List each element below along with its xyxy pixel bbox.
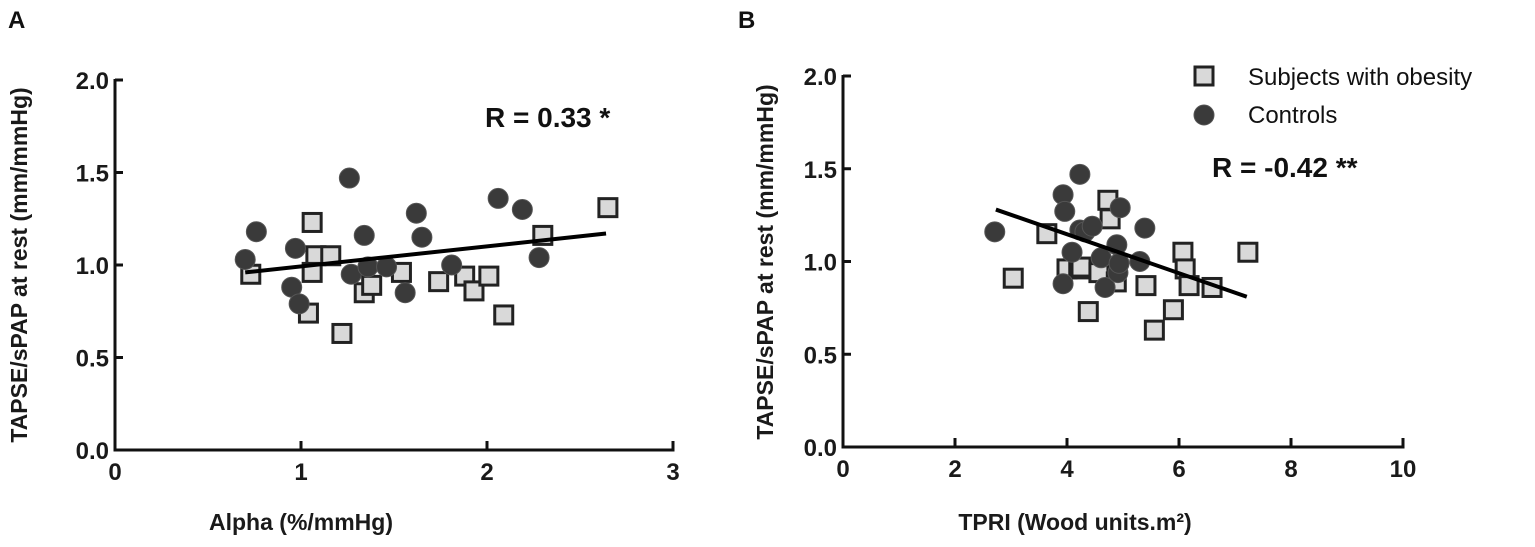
chart-b-svg: B 0.0 0.5 1.0 1.5 2.0 0 2 4 6 8 10 R = -0.42 ** TP…: [738, 7, 1472, 535]
chart-a-x-axis-title: Alpha (%/mmHg): [209, 509, 393, 535]
control-data-point: [284, 237, 306, 259]
control-data-point: [1134, 217, 1156, 239]
y-tick-label: 1.5: [76, 161, 109, 188]
chart-b-axes: [841, 74, 1405, 449]
control-data-point: [338, 167, 360, 189]
control-data-point: [394, 282, 416, 304]
obesity-data-point: [301, 211, 323, 233]
control-data-point: [234, 248, 256, 270]
panel-letter-a: A: [8, 7, 25, 34]
obesity-data-point: [1143, 319, 1165, 341]
obesity-data-point: [1002, 267, 1024, 289]
legend: Subjects with obesity Controls: [1193, 64, 1472, 129]
x-tick-label: 10: [1390, 456, 1417, 483]
legend-item-obesity: Subjects with obesity: [1193, 64, 1472, 91]
obesity-data-point: [478, 265, 500, 287]
obesity-data-point: [428, 271, 450, 293]
y-tick-label: 0.5: [76, 346, 109, 373]
x-tick-label: 3: [666, 459, 679, 486]
chart-b-regression-line: [995, 207, 1248, 299]
control-data-point: [245, 221, 267, 243]
panel-b: B 0.0 0.5 1.0 1.5 2.0 0 2 4 6 8 10 R = -0.42 ** TP…: [728, 0, 1535, 547]
chart-a-axes: [113, 78, 675, 452]
y-tick-label: 0.0: [76, 438, 109, 465]
obesity-data-point: [1162, 299, 1184, 321]
legend-label-controls: Controls: [1248, 102, 1337, 129]
chart-b-tick-labels: 0.0 0.5 1.0 1.5 2.0 0 2 4 6 8 10: [804, 64, 1417, 483]
square-marker-icon: [1193, 65, 1215, 87]
legend-item-controls: Controls: [1193, 102, 1337, 129]
chart-a-correlation-annotation: R = 0.33 *: [485, 102, 610, 133]
control-data-point: [528, 247, 550, 269]
x-tick-label: 0: [836, 456, 849, 483]
chart-b-correlation-annotation: R = -0.42 **: [1212, 152, 1358, 183]
control-data-point: [1069, 163, 1091, 185]
control-data-point: [411, 226, 433, 248]
x-tick-label: 0: [108, 459, 121, 486]
control-data-point: [1090, 247, 1112, 269]
panel-letter-b: B: [738, 7, 755, 34]
control-data-point: [984, 221, 1006, 243]
panel-a: A 0.0 0.5 1.0 1.5 2.0 0 1 2 3 R = 0.33 * Alpha (…: [0, 0, 740, 547]
regression-line: [995, 207, 1248, 299]
y-tick-label: 0.0: [804, 435, 837, 462]
y-tick-label: 0.5: [804, 342, 837, 369]
obesity-data-point: [361, 274, 383, 296]
chart-a-y-axis-title: TAPSE/sPAP at rest (mm/mmHg): [6, 87, 32, 442]
control-data-point: [487, 187, 509, 209]
legend-label-obesity: Subjects with obesity: [1248, 64, 1472, 91]
obesity-data-point: [1135, 275, 1157, 297]
chart-a-tick-labels: 0.0 0.5 1.0 1.5 2.0 0 1 2 3: [76, 68, 680, 486]
x-tick-label: 2: [948, 456, 961, 483]
y-tick-label: 2.0: [76, 68, 109, 95]
obesity-data-point: [597, 197, 619, 219]
chart-b-y-axis-title: TAPSE/sPAP at rest (mm/mmHg): [752, 84, 778, 439]
x-tick-label: 6: [1172, 456, 1185, 483]
control-data-point: [1109, 197, 1131, 219]
control-data-point: [1081, 215, 1103, 237]
x-tick-label: 2: [480, 459, 493, 486]
y-tick-label: 2.0: [804, 64, 837, 91]
control-data-point: [1052, 273, 1074, 295]
control-data-point: [1054, 200, 1076, 222]
control-data-point: [1094, 276, 1116, 298]
chart-a-svg: A 0.0 0.5 1.0 1.5 2.0 0 1 2 3 R = 0.33 * Alpha (…: [6, 7, 680, 535]
obesity-data-point: [331, 322, 353, 344]
control-data-point: [441, 254, 463, 276]
chart-b-data-points: [984, 163, 1259, 341]
chart-a-data-points: [234, 167, 619, 344]
chart-a-regression-line: [244, 231, 607, 275]
x-tick-label: 4: [1060, 456, 1074, 483]
obesity-data-point: [493, 304, 515, 326]
obesity-data-point: [1237, 241, 1259, 263]
control-data-point: [1061, 241, 1083, 263]
control-data-point: [405, 202, 427, 224]
chart-b-x-axis-title: TPRI (Wood units.m²): [958, 509, 1191, 535]
y-tick-label: 1.0: [76, 253, 109, 280]
control-data-point: [511, 199, 533, 220]
x-tick-label: 8: [1284, 456, 1297, 483]
control-data-point: [353, 224, 375, 246]
circle-marker-icon: [1193, 104, 1215, 126]
y-tick-label: 1.5: [804, 157, 837, 184]
control-data-point: [288, 293, 310, 315]
regression-line: [244, 231, 607, 275]
y-tick-label: 1.0: [804, 250, 837, 277]
x-tick-label: 1: [294, 459, 307, 486]
obesity-data-point: [1077, 301, 1099, 323]
